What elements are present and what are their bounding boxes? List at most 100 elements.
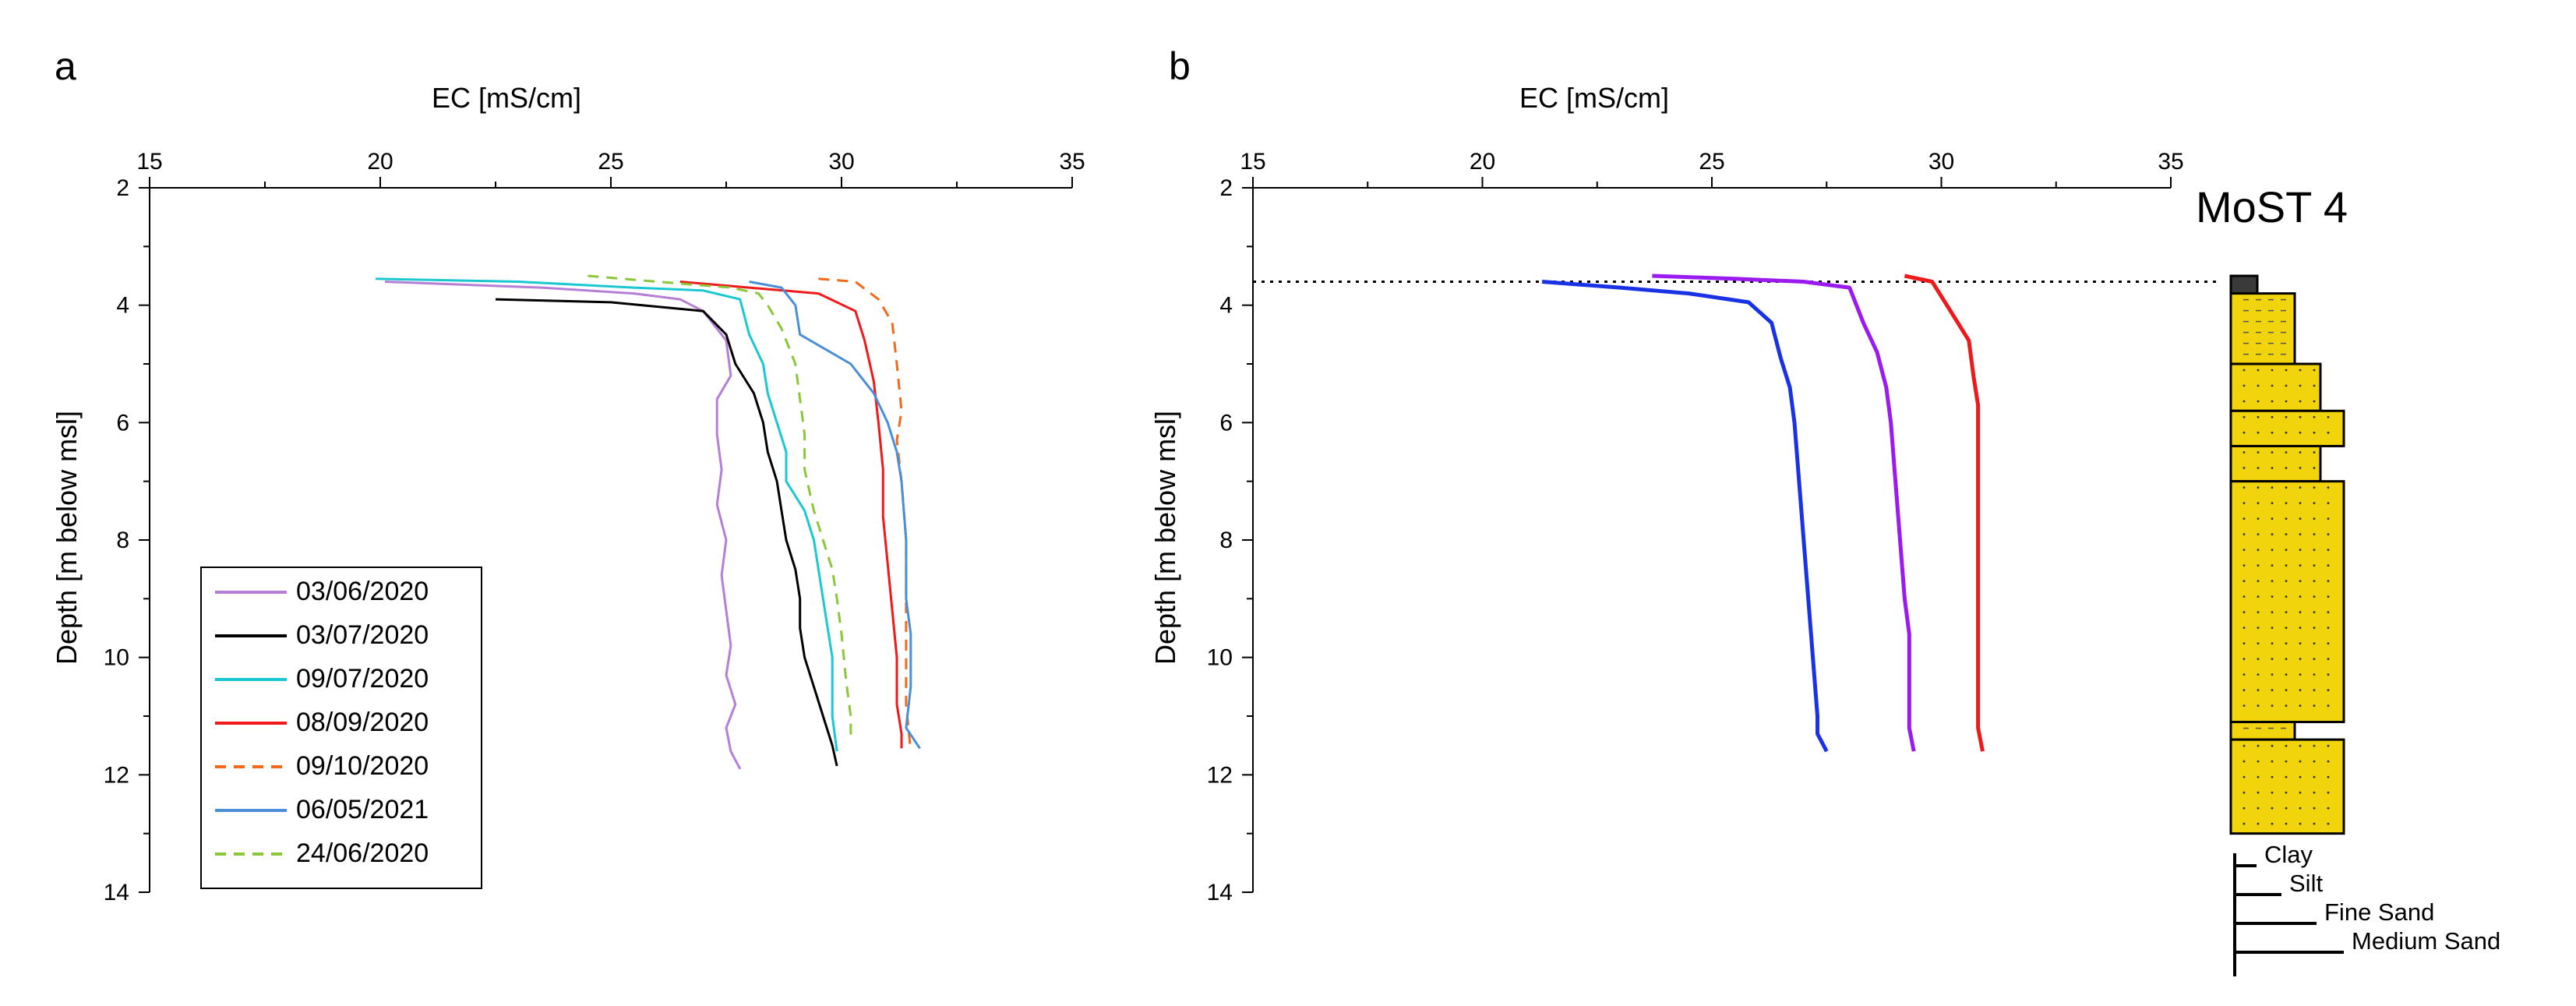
sand-dot — [2285, 384, 2288, 387]
panel-b-ticks: 15 20 25 30 35 2 4 6 8 10 12 14 — [1207, 149, 2184, 905]
core-units — [2229, 274, 2345, 835]
sand-dot — [2299, 673, 2302, 676]
sand-dot — [2285, 533, 2288, 536]
sand-dot — [2257, 658, 2260, 661]
sand-dot — [2285, 517, 2288, 521]
core-title: MoST 4 — [2196, 182, 2348, 231]
sand-dot — [2243, 431, 2246, 434]
sand-dot — [2285, 807, 2288, 810]
panel-a-chart: EC [mS/cm] Depth [m below msl] 15 20 25 30 3… — [51, 82, 1085, 905]
sand-dot — [2271, 486, 2274, 489]
sand-dot — [2285, 564, 2288, 567]
core-unit-medium — [2229, 480, 2345, 724]
sand-dot — [2271, 744, 2274, 747]
panel-a-y-tick-label: 12 — [104, 762, 129, 788]
legend-label: 09/10/2020 — [296, 751, 429, 781]
sand-dot — [2313, 431, 2316, 434]
sand-dot — [2243, 791, 2246, 794]
panel-b-x-tick-label: 20 — [1470, 149, 1495, 175]
sand-dot — [2271, 807, 2274, 810]
panel-a-y-tick-label: 8 — [116, 528, 129, 553]
sand-dot — [2299, 807, 2302, 810]
panel-b-y-tick-label: 6 — [1219, 410, 1233, 436]
core-unit-medium — [2229, 409, 2345, 447]
sand-dot — [2299, 580, 2302, 583]
sand-dot — [2243, 595, 2246, 598]
sand-dot — [2313, 533, 2316, 536]
sand-dot — [2313, 760, 2316, 763]
sand-dot — [2327, 486, 2330, 489]
sand-dot — [2299, 384, 2302, 387]
sand-dot — [2285, 467, 2288, 469]
sand-dot — [2285, 580, 2288, 583]
sediment-legend-label: Medium Sand — [2352, 927, 2500, 955]
sand-dot — [2299, 502, 2302, 505]
sand-dot — [2243, 400, 2246, 403]
panel-b-series-group — [1253, 274, 2221, 753]
sand-dot — [2271, 642, 2274, 645]
panel-a-letter: a — [55, 44, 76, 88]
panel-b-x-tick-label: 35 — [2158, 149, 2183, 175]
panel-a-series-group — [376, 274, 921, 770]
sand-dot — [2313, 580, 2316, 583]
sand-dot — [2327, 611, 2330, 614]
sand-dot — [2257, 400, 2260, 403]
core-unit-texture — [2243, 298, 2286, 355]
panel-a-series-24-06-2020 — [588, 274, 852, 740]
sand-dot — [2257, 689, 2260, 692]
panel-a-x-tick-label: 20 — [367, 149, 393, 175]
sand-dot — [2257, 760, 2260, 763]
sand-dot — [2313, 744, 2316, 747]
sand-dot — [2271, 580, 2274, 583]
panel-a-x-axis-title: EC [mS/cm] — [432, 82, 581, 114]
sand-dot — [2243, 564, 2246, 567]
sand-dot — [2271, 502, 2274, 505]
panel-a-y-tick-label: 6 — [116, 410, 129, 436]
sand-dot — [2327, 689, 2330, 692]
sand-dot — [2257, 564, 2260, 567]
sand-dot — [2299, 533, 2302, 536]
core-unit-texture — [2243, 486, 2330, 708]
panel-b-series-purple — [1652, 274, 1916, 752]
sand-dot — [2257, 627, 2260, 630]
sand-dot — [2271, 415, 2274, 418]
panel-a-y-tick-label: 4 — [116, 293, 129, 319]
sand-dot — [2285, 400, 2288, 403]
legend-label: 03/06/2020 — [296, 577, 429, 606]
sand-dot — [2257, 822, 2260, 825]
sand-dot — [2243, 704, 2246, 708]
panel-b-y-tick-label: 10 — [1207, 645, 1233, 671]
panel-b-x-axis-title: EC [mS/cm] — [1519, 82, 1669, 114]
sand-dot — [2313, 400, 2316, 403]
panel-a-series-08-09-2020 — [679, 281, 903, 749]
sand-dot — [2299, 627, 2302, 630]
sand-dot — [2313, 595, 2316, 598]
legend-label: 09/07/2020 — [296, 664, 429, 694]
sand-dot — [2299, 486, 2302, 489]
sand-dot — [2243, 580, 2246, 583]
sand-dot — [2327, 431, 2330, 434]
sand-dot — [2285, 658, 2288, 661]
sand-dot — [2271, 760, 2274, 763]
sand-dot — [2257, 486, 2260, 489]
sand-dot — [2257, 595, 2260, 598]
sediment-legend-label: Clay — [2264, 841, 2313, 868]
sand-dot — [2299, 775, 2302, 778]
sand-dot — [2327, 502, 2330, 505]
core-unit-texture — [2243, 415, 2330, 434]
sand-dot — [2313, 791, 2316, 794]
sand-dot — [2243, 642, 2246, 645]
sand-dot — [2271, 517, 2274, 521]
sand-dot — [2243, 533, 2246, 536]
sand-dot — [2243, 517, 2246, 521]
sand-dot — [2257, 807, 2260, 810]
sand-dot — [2271, 431, 2274, 434]
panel-a-y-tick-label: 2 — [116, 175, 129, 201]
panel-a-y-axis-title: Depth [m below msl] — [51, 411, 83, 665]
sand-dot — [2257, 451, 2260, 454]
sand-dot — [2327, 760, 2330, 763]
legend-label: 08/09/2020 — [296, 708, 429, 737]
sand-dot — [2313, 704, 2316, 708]
sand-dot — [2327, 564, 2330, 567]
